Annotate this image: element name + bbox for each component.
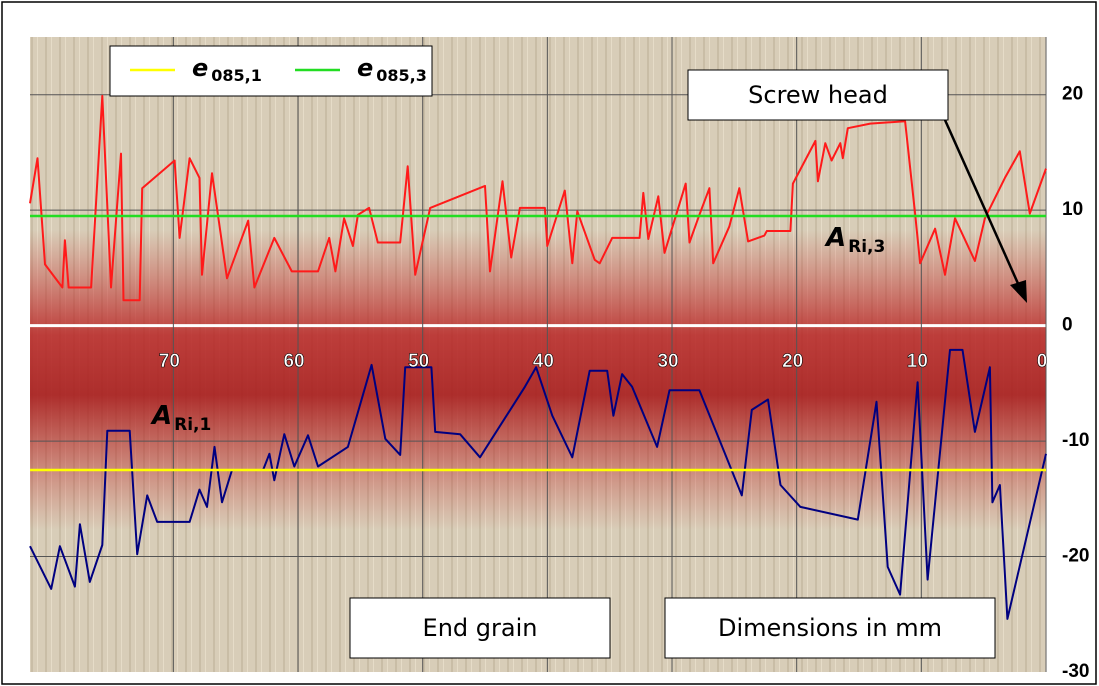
grid	[30, 37, 1047, 672]
region-label-subscript: Ri,1	[174, 415, 211, 435]
legend-label: e 085,3	[357, 54, 427, 85]
annotation-text: Screw head	[748, 81, 888, 109]
arrow-shaft	[943, 119, 1022, 289]
y-tick-label: 0	[1062, 315, 1073, 336]
annotation-box	[349, 597, 611, 659]
x-tick-label: 30	[657, 351, 678, 372]
annotation-box	[664, 597, 996, 659]
region-label-subscript: Ri,3	[848, 237, 885, 257]
annotation-text: Dimensions in mm	[718, 614, 942, 642]
legend-label: e 085,1	[192, 54, 262, 85]
stain	[30, 230, 1046, 530]
legend-name: e	[192, 54, 208, 82]
y-tick-label: -10	[1062, 430, 1089, 451]
x-tick-label: 60	[283, 351, 304, 372]
x-tick-label: 10	[907, 351, 928, 372]
x-tick-label: 40	[533, 351, 554, 372]
region-label-main: A	[824, 223, 846, 253]
y-tick-label: -20	[1062, 546, 1089, 567]
annotation-text: End grain	[423, 614, 538, 642]
y-tick-label: 20	[1062, 84, 1083, 105]
y-tick-label: -30	[1062, 661, 1089, 682]
x-tick-label: 0	[1037, 351, 1048, 372]
marks	[29, 94, 1047, 620]
x-tick-label: 20	[782, 351, 803, 372]
legend-subscript: 085,3	[376, 66, 427, 85]
x-tick-label: 50	[408, 351, 429, 372]
region-label-main: A	[150, 401, 172, 431]
data-line	[29, 94, 1047, 302]
region-label: A Ri,3	[824, 223, 885, 257]
region-label: A Ri,1	[150, 401, 211, 435]
legend-subscript: 085,1	[211, 66, 262, 85]
y-tick-label: 10	[1062, 199, 1083, 220]
data-line	[29, 348, 1047, 620]
x-tick-label: 70	[159, 351, 180, 372]
annotation-box	[687, 69, 949, 121]
legend-name: e	[357, 54, 373, 82]
arrow-head	[1010, 280, 1027, 303]
